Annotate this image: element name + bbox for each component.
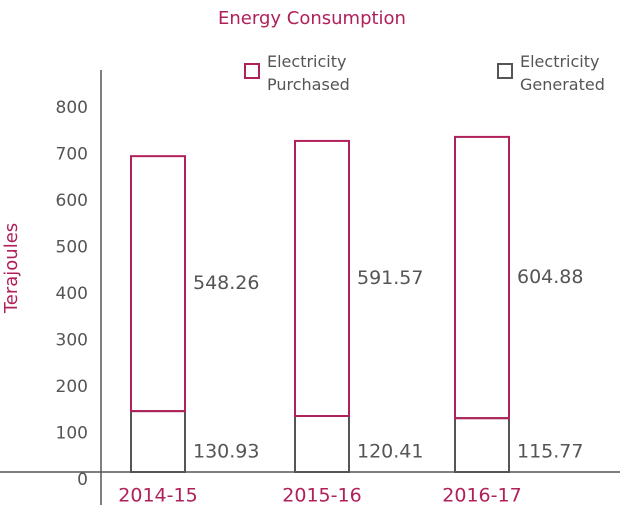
legend-swatch (497, 63, 513, 79)
bar-segment (130, 155, 186, 413)
y-axis-label: Terajoules (1, 223, 22, 314)
legend-swatch (244, 63, 260, 79)
legend-label: Electricity Purchased (267, 52, 352, 94)
y-tick-label: 300 (56, 331, 88, 351)
legend-label: Electricity Generated (520, 52, 605, 94)
chart-title: Energy Consumption (218, 8, 406, 29)
x-tick-label: 2015-16 (282, 485, 361, 507)
y-tick-label: 400 (56, 284, 88, 304)
y-tick-label: 800 (56, 98, 88, 118)
x-tick-label: 2014-15 (118, 485, 197, 507)
data-label: 548.26 (193, 272, 259, 294)
data-label: 604.88 (517, 266, 583, 288)
bar-segment (294, 415, 350, 473)
y-tick-label: 0 (77, 470, 88, 490)
data-label: 130.93 (193, 441, 259, 463)
data-label: 115.77 (517, 441, 583, 463)
x-tick-label: 2016-17 (442, 485, 521, 507)
data-label: 120.41 (357, 441, 423, 463)
y-tick-label: 500 (56, 238, 88, 258)
y-tick-label: 200 (56, 377, 88, 397)
y-tick-label: 600 (56, 191, 88, 211)
bar-segment (454, 417, 510, 474)
bar-segment (294, 139, 350, 418)
y-tick-label: 100 (56, 424, 88, 444)
data-label: 591.57 (357, 267, 423, 289)
bar-segment (130, 410, 186, 474)
y-tick-label: 700 (56, 145, 88, 165)
bar-segment (454, 135, 510, 420)
